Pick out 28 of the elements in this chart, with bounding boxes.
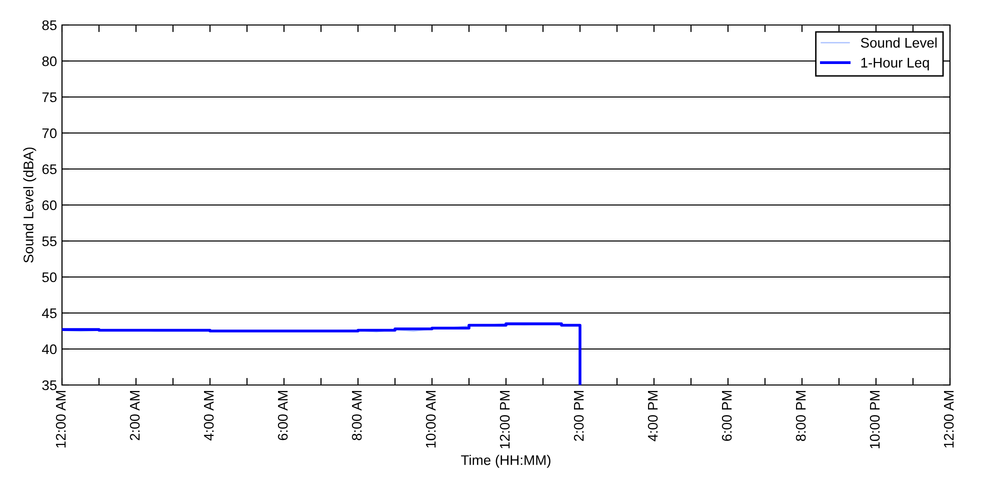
x-tick-label: 12:00 PM — [500, 390, 510, 448]
x-tick-label: 10:00 AM — [426, 390, 436, 448]
x-tick-label: 2:00 PM — [574, 391, 584, 441]
legend-label: 1-Hour Leq — [861, 58, 929, 70]
y-tick-label: 50 — [42, 272, 57, 282]
x-tick-label: 10:00 PM — [870, 390, 880, 448]
y-tick-label: 80 — [42, 56, 57, 66]
y-tick-label: 65 — [42, 164, 57, 174]
y-tick-label: 60 — [42, 200, 57, 210]
y-tick-label: 70 — [42, 128, 57, 138]
y-tick-label: 75 — [42, 92, 57, 102]
y-tick-label: 55 — [42, 236, 57, 246]
x-tick-label: 6:00 AM — [278, 391, 288, 440]
x-tick-label: 8:00 AM — [352, 391, 362, 440]
y-axis-title: Sound Level (dBA) — [23, 148, 36, 263]
y-tick-label: 85 — [42, 20, 57, 30]
x-tick-label: 12:00 AM — [56, 390, 66, 448]
x-tick-label: 4:00 AM — [204, 391, 214, 440]
x-tick-label: 6:00 PM — [722, 391, 732, 441]
x-tick-label: 12:00 AM — [944, 390, 954, 448]
x-tick-label: 4:00 PM — [648, 391, 658, 442]
x-axis-title: Time (HH:MM) — [461, 454, 550, 468]
legend-label: Sound Level — [860, 38, 937, 48]
x-tick-label: 2:00 AM — [130, 391, 140, 440]
x-tick-label: 8:00 PM — [796, 391, 806, 441]
y-tick-label: 35 — [42, 380, 57, 390]
y-tick-label: 45 — [42, 308, 57, 318]
y-tick-label: 40 — [42, 344, 57, 354]
